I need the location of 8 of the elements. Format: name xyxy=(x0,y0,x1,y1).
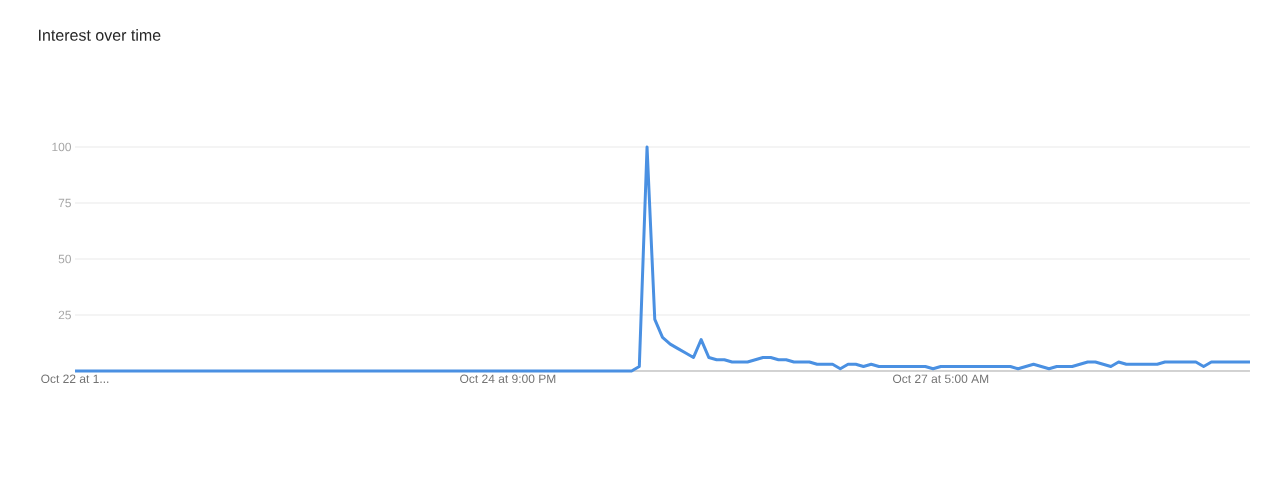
y-tick-label: 100 xyxy=(52,142,72,152)
y-tick-label: 25 xyxy=(58,310,71,320)
x-tick-label: Oct 22 at 1... xyxy=(41,374,109,384)
x-tick-label: Oct 27 at 5:00 AM xyxy=(893,374,989,384)
chart-title: Interest over time xyxy=(39,29,161,41)
x-tick-label: Oct 24 at 9:00 PM xyxy=(460,374,556,384)
y-tick-label: 50 xyxy=(58,254,72,264)
y-tick-label: 75 xyxy=(58,198,71,208)
